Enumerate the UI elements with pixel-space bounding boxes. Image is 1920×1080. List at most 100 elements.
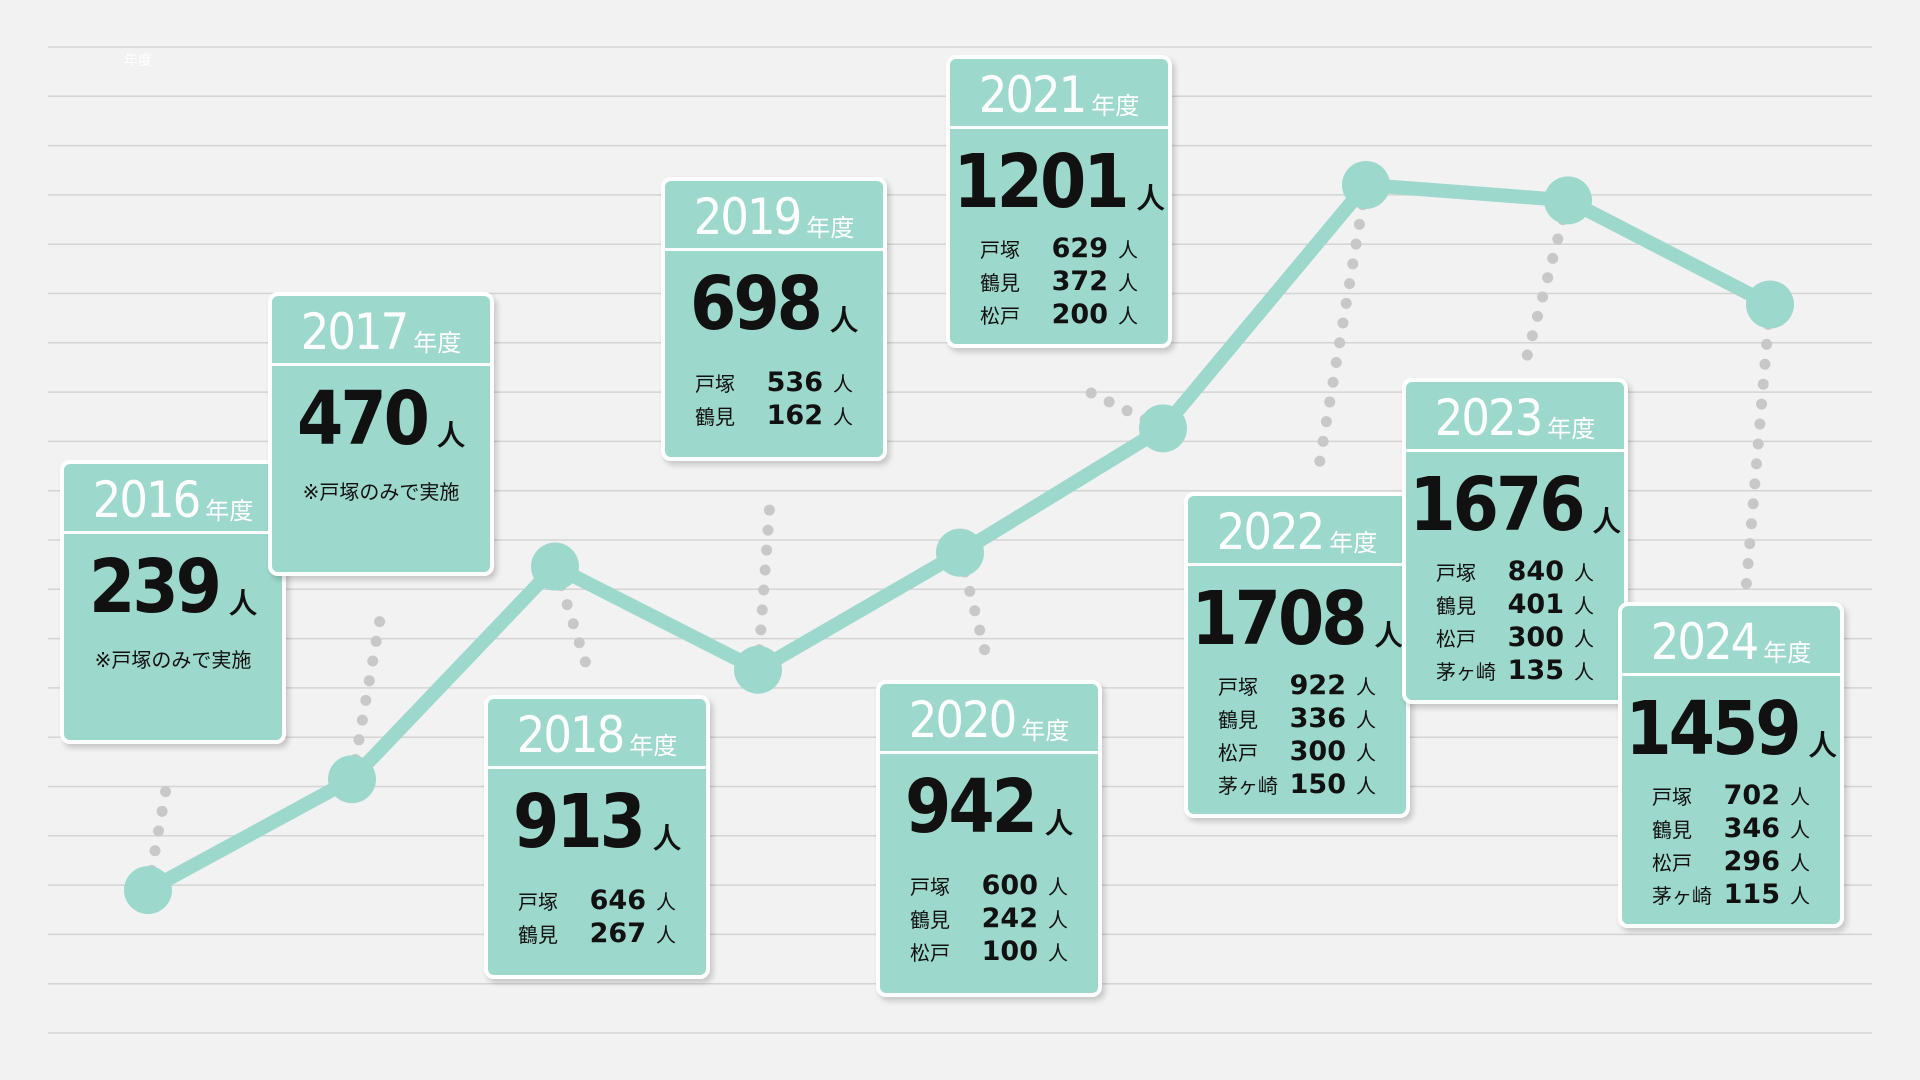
data-label-card-2020: 2020 年度 942 人戸塚 600 人鶴見 242 人松戸 100 人 bbox=[876, 680, 1102, 997]
card-total-unit: 人 bbox=[1592, 505, 1621, 538]
data-point-2021 bbox=[1139, 404, 1187, 453]
card-year-suffix: 年度 bbox=[205, 497, 254, 525]
breakdown-value: 401 bbox=[1507, 589, 1564, 620]
breakdown-location: 茅ヶ崎 bbox=[1218, 774, 1278, 798]
connector-dots bbox=[752, 496, 776, 676]
breakdown-unit: 人 bbox=[1356, 741, 1376, 765]
data-label-card-2024: 2024 年度 1459 人戸塚 702 人鶴見 346 人松戸 296 人茅ヶ崎 115 人 bbox=[1618, 602, 1844, 928]
card-year-suffix: 年度 bbox=[413, 329, 462, 357]
card-total-row: 239 人 bbox=[64, 550, 282, 624]
card-header: 2021 年度 bbox=[950, 59, 1168, 129]
breakdown-location: 松戸 bbox=[1652, 851, 1692, 875]
breakdown-row: 鶴見 346 人 bbox=[1622, 813, 1840, 846]
data-point-2022 bbox=[1342, 160, 1390, 209]
breakdown-location: 茅ヶ崎 bbox=[1436, 660, 1496, 684]
card-year-suffix: 年度 bbox=[1091, 92, 1140, 120]
breakdown-location: 松戸 bbox=[910, 941, 950, 965]
data-label-card-2019: 2019 年度 698 人戸塚 536 人鶴見 162 人 bbox=[661, 177, 887, 461]
breakdown-value: 702 bbox=[1723, 780, 1780, 811]
card-header: 2024 年度 bbox=[1622, 606, 1840, 676]
data-point-2024 bbox=[1746, 280, 1794, 329]
breakdown-unit: 人 bbox=[833, 372, 853, 396]
breakdown-value: 346 bbox=[1723, 813, 1780, 844]
data-label-card-2017: 2017 年度 470 人 ※戸塚のみで実施 bbox=[268, 292, 494, 576]
breakdown-value: 840 bbox=[1507, 556, 1564, 587]
card-header: 2023 年度 bbox=[1406, 382, 1624, 452]
breakdown-row: 松戸 200 人 bbox=[950, 299, 1168, 332]
card-year: 2019 bbox=[693, 188, 802, 246]
breakdown-location: 戸塚 bbox=[980, 238, 1020, 262]
card-total-value: 913 bbox=[513, 779, 646, 865]
breakdown-row: 松戸 296 人 bbox=[1622, 846, 1840, 879]
breakdown-unit: 人 bbox=[656, 890, 676, 914]
breakdown-value: 162 bbox=[766, 400, 823, 431]
breakdown-row: 鶴見 162 人 bbox=[665, 400, 883, 433]
breakdown-unit: 人 bbox=[1574, 627, 1594, 651]
card-note: ※戸塚のみで実施 bbox=[94, 648, 252, 672]
data-point-2020 bbox=[936, 528, 984, 577]
breakdown-location: 戸塚 bbox=[695, 372, 735, 396]
breakdown-row: 松戸 300 人 bbox=[1188, 736, 1406, 769]
card-total-row: 1201 人 bbox=[950, 145, 1168, 219]
breakdown-unit: 人 bbox=[1048, 908, 1068, 932]
connector-dots bbox=[1079, 384, 1169, 434]
card-year: 2020 bbox=[908, 691, 1017, 749]
breakdown-unit: 人 bbox=[1118, 304, 1138, 328]
card-header: 2019 年度 bbox=[665, 181, 883, 251]
breakdown-location: 戸塚 bbox=[518, 890, 558, 914]
breakdown-row: 鶴見 267 人 bbox=[488, 918, 706, 951]
card-total-value: 942 bbox=[905, 764, 1038, 850]
breakdown-unit: 人 bbox=[1574, 561, 1594, 585]
breakdown-location: 鶴見 bbox=[1652, 818, 1692, 842]
data-point-2019 bbox=[734, 645, 782, 694]
data-point-2016 bbox=[124, 866, 172, 915]
data-label-card-2016: 2016 年度 239 人 ※戸塚のみで実施 bbox=[60, 460, 286, 744]
card-total-value: 1201 bbox=[953, 139, 1129, 225]
breakdown-row: 鶴見 242 人 bbox=[880, 903, 1098, 936]
card-year: 2022 bbox=[1216, 503, 1325, 561]
breakdown-value: 600 bbox=[981, 870, 1038, 901]
breakdown-unit: 人 bbox=[1356, 675, 1376, 699]
breakdown-row: 茅ヶ崎 150 人 bbox=[1188, 769, 1406, 802]
breakdown-unit: 人 bbox=[1574, 660, 1594, 684]
breakdown-unit: 人 bbox=[1790, 818, 1810, 842]
connector-dots bbox=[346, 602, 388, 785]
card-total-row: 942 人 bbox=[880, 770, 1098, 844]
card-year-suffix: 年度 bbox=[1547, 415, 1596, 443]
breakdown-location: 戸塚 bbox=[1652, 785, 1692, 809]
breakdown-location: 鶴見 bbox=[910, 908, 950, 932]
card-total-row: 1676 人 bbox=[1406, 468, 1624, 542]
breakdown-unit: 人 bbox=[1048, 875, 1068, 899]
breakdown-location: 鶴見 bbox=[980, 271, 1020, 295]
breakdown-unit: 人 bbox=[1118, 238, 1138, 262]
card-breakdown: 戸塚 600 人鶴見 242 人松戸 100 人 bbox=[880, 870, 1098, 969]
card-year: 2018 bbox=[516, 706, 625, 764]
breakdown-row: 松戸 100 人 bbox=[880, 936, 1098, 969]
data-label-card-2018: 2018 年度 913 人戸塚 646 人鶴見 267 人 bbox=[484, 695, 710, 979]
card-note: ※戸塚のみで実施 bbox=[302, 480, 460, 504]
breakdown-unit: 人 bbox=[1356, 708, 1376, 732]
card-total-value: 470 bbox=[297, 376, 430, 462]
card-year-suffix: 年度 bbox=[1763, 639, 1812, 667]
card-total-unit: 人 bbox=[1136, 182, 1165, 215]
card-total-unit: 人 bbox=[829, 304, 858, 337]
breakdown-location: 松戸 bbox=[1218, 741, 1258, 765]
breakdown-row: 鶴見 336 人 bbox=[1188, 703, 1406, 736]
breakdown-row: 茅ヶ崎 115 人 bbox=[1622, 879, 1840, 912]
breakdown-location: 鶴見 bbox=[1436, 594, 1476, 618]
breakdown-unit: 人 bbox=[1048, 941, 1068, 965]
breakdown-location: 戸塚 bbox=[1218, 675, 1258, 699]
breakdown-location: 鶴見 bbox=[1218, 708, 1258, 732]
breakdown-row: 戸塚 922 人 bbox=[1188, 670, 1406, 703]
connector-dots bbox=[1739, 298, 1776, 606]
breakdown-location: 松戸 bbox=[1436, 627, 1476, 651]
breakdown-value: 296 bbox=[1723, 846, 1780, 877]
card-total-unit: 人 bbox=[436, 419, 465, 452]
card-year: 2023 bbox=[1434, 389, 1543, 447]
breakdown-value: 135 bbox=[1507, 655, 1564, 686]
card-total-row: 1708 人 bbox=[1188, 582, 1406, 656]
card-total-unit: 人 bbox=[652, 822, 681, 855]
card-total-row: 913 人 bbox=[488, 785, 706, 859]
breakdown-value: 115 bbox=[1723, 879, 1780, 910]
breakdown-row: 松戸 300 人 bbox=[1406, 622, 1624, 655]
